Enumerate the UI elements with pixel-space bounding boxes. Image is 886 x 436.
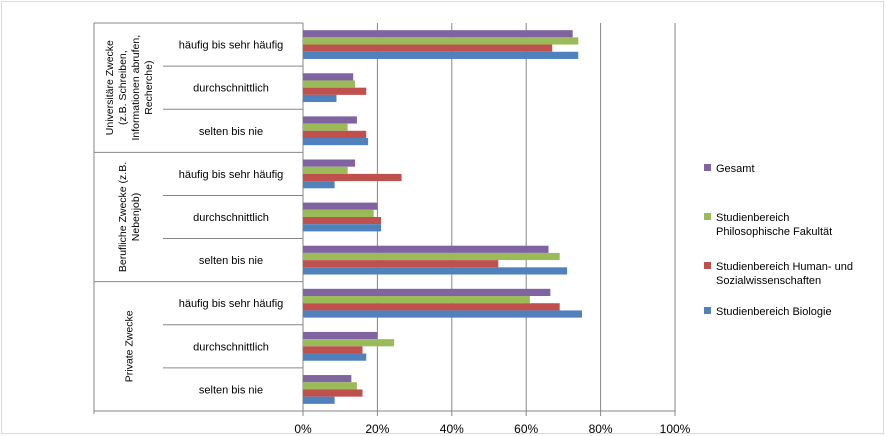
legend-label-line: Philosophische Fakultät (716, 226, 832, 238)
legend-label-line: Studienbereich (716, 212, 789, 224)
bar (303, 116, 357, 124)
category-label: selten bis nie (199, 255, 263, 267)
bar (303, 288, 551, 297)
bar (303, 260, 499, 268)
bar (303, 224, 382, 232)
legend-label-line: Gesamt (716, 163, 755, 175)
bar (303, 30, 573, 38)
group-label: Private Zwecke (124, 310, 136, 382)
bar (303, 166, 348, 174)
bar (303, 209, 374, 217)
bar (303, 202, 378, 210)
category-label: häufig bis sehr häufig (179, 298, 284, 310)
legend-label-line: Studienbereich Biologie (716, 306, 832, 318)
group-label-line: (z.B. Schreiben, (117, 50, 129, 125)
bar (303, 80, 356, 88)
bar (303, 396, 335, 404)
legend-swatch (704, 213, 711, 220)
bar (303, 389, 363, 397)
category-label: durchschnittlich (193, 83, 269, 95)
bar (303, 159, 356, 167)
group-label-line: Recherche) (143, 61, 155, 115)
legend-swatch (704, 307, 711, 314)
category-label: häufig bis sehr häufig (179, 169, 284, 181)
bar (303, 87, 367, 95)
bar (303, 331, 378, 340)
x-tick-label: 80% (589, 422, 613, 436)
bar (303, 353, 367, 361)
category-label: durchschnittlich (193, 341, 269, 353)
bar (303, 310, 582, 318)
group-label-line: Private Zwecke (124, 310, 136, 382)
bar (303, 130, 367, 138)
legend-label: Studienbereich Human- und Sozialwissensch… (716, 261, 853, 287)
x-tick-label: 100% (660, 422, 691, 436)
bar (303, 137, 369, 146)
bar (303, 346, 363, 354)
category-label: selten bis nie (199, 384, 263, 396)
bar (303, 181, 335, 189)
bar (303, 303, 560, 311)
group-label: Universitäre Zwecke(z.B. Schreiben,Infor… (104, 35, 155, 141)
bar (303, 375, 352, 383)
bar (303, 296, 530, 304)
group-label-line: Berufliche Zwecke (z.B. (117, 162, 129, 272)
bar (303, 267, 568, 275)
legend-label-line: Sozialwissenschaften (716, 275, 821, 287)
group-label-line: Nebenjob) (130, 193, 142, 241)
legend-swatch (704, 164, 711, 171)
bar (303, 339, 395, 347)
group-label-line: Universitäre Zwecke (104, 40, 116, 135)
bar (303, 252, 560, 261)
legend-swatch (704, 262, 711, 269)
category-label: durchschnittlich (193, 212, 269, 224)
bar (303, 123, 348, 131)
bar (303, 51, 579, 59)
bar (303, 37, 579, 45)
bar (303, 44, 553, 52)
legend-label: Studienbereich Biologie (716, 306, 832, 318)
bar (303, 94, 337, 103)
x-tick-label: 40% (440, 422, 464, 436)
x-tick-label: 20% (365, 422, 389, 436)
category-label: häufig bis sehr häufig (179, 40, 284, 52)
bar (303, 382, 357, 390)
legend-label: Gesamt (716, 163, 755, 175)
group-label-line: Informationen abrufen, (130, 35, 142, 141)
bar (303, 245, 549, 253)
x-tick-label: 60% (514, 422, 538, 436)
legend-label-line: Studienbereich Human- und (716, 261, 853, 273)
category-label: selten bis nie (199, 126, 263, 138)
legend-label: Studienbereich Philosophische Fakultät (716, 212, 832, 238)
group-label: Berufliche Zwecke (z.B.Nebenjob) (117, 162, 142, 272)
bar (303, 173, 402, 182)
bar (303, 217, 382, 225)
x-tick-label: 0% (294, 422, 312, 436)
bar (303, 73, 354, 81)
